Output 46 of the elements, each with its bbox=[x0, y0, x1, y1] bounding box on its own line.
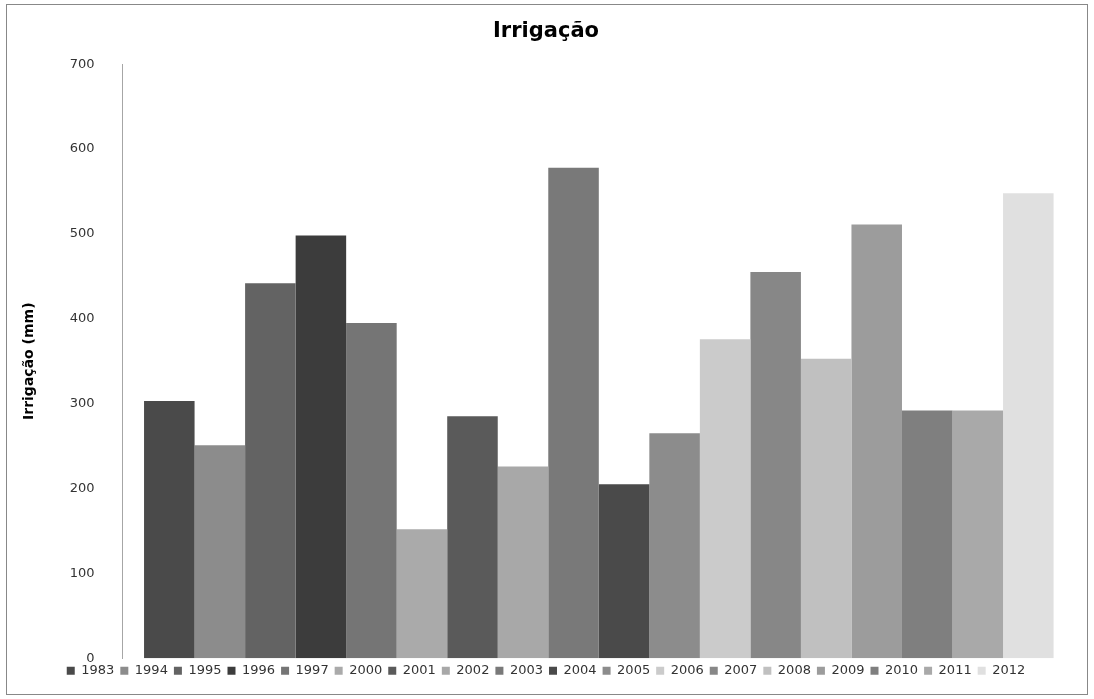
y-axis-title: Irrigação (mm) bbox=[20, 302, 37, 420]
bar bbox=[901, 410, 953, 659]
bar bbox=[851, 224, 902, 659]
legend-label: 1995 bbox=[188, 662, 222, 678]
bar bbox=[1003, 193, 1054, 659]
y-tick-label: 0 bbox=[86, 649, 95, 665]
legend-label: 2001 bbox=[402, 662, 436, 678]
y-tick-label: 300 bbox=[69, 395, 95, 410]
legend-label: 2004 bbox=[563, 662, 597, 678]
legend-label: 2005 bbox=[617, 662, 651, 678]
legend-label: 1996 bbox=[242, 662, 276, 678]
legend-label: 1997 bbox=[295, 662, 329, 678]
bar bbox=[800, 358, 852, 659]
bar bbox=[245, 283, 296, 659]
bar bbox=[144, 401, 195, 659]
bar bbox=[346, 323, 397, 659]
bar bbox=[548, 167, 599, 659]
legend-label: 2011 bbox=[938, 662, 972, 678]
legend-label: 2010 bbox=[885, 662, 919, 678]
legend-label: 2000 bbox=[349, 662, 383, 678]
y-tick-label: 400 bbox=[69, 310, 95, 326]
y-tick-label: 100 bbox=[69, 564, 95, 580]
legend-label: 2003 bbox=[509, 662, 544, 678]
bar bbox=[396, 529, 448, 659]
legend-label: 2009 bbox=[831, 662, 865, 678]
legend-label: 2008 bbox=[777, 662, 811, 678]
bar bbox=[194, 445, 246, 659]
bar bbox=[699, 339, 751, 659]
legend-label: 2012 bbox=[992, 662, 1026, 678]
legend-label: 1994 bbox=[134, 662, 168, 678]
y-tick-label: 500 bbox=[69, 225, 95, 241]
bar bbox=[598, 484, 650, 659]
y-tick-label: 700 bbox=[69, 55, 95, 71]
legend-label: 2006 bbox=[670, 662, 704, 678]
bar bbox=[295, 235, 347, 659]
bar bbox=[497, 466, 549, 659]
chart-title: Irrigação bbox=[493, 18, 599, 43]
legend-label: 1983 bbox=[81, 662, 115, 678]
bar bbox=[750, 272, 801, 659]
bar bbox=[952, 410, 1004, 659]
y-tick-label: 200 bbox=[69, 479, 95, 495]
bar bbox=[649, 433, 700, 659]
legend-label: 2007 bbox=[724, 662, 758, 678]
y-tick-label: 600 bbox=[69, 140, 95, 156]
legend-label: 2002 bbox=[456, 662, 490, 678]
bar bbox=[447, 416, 498, 659]
